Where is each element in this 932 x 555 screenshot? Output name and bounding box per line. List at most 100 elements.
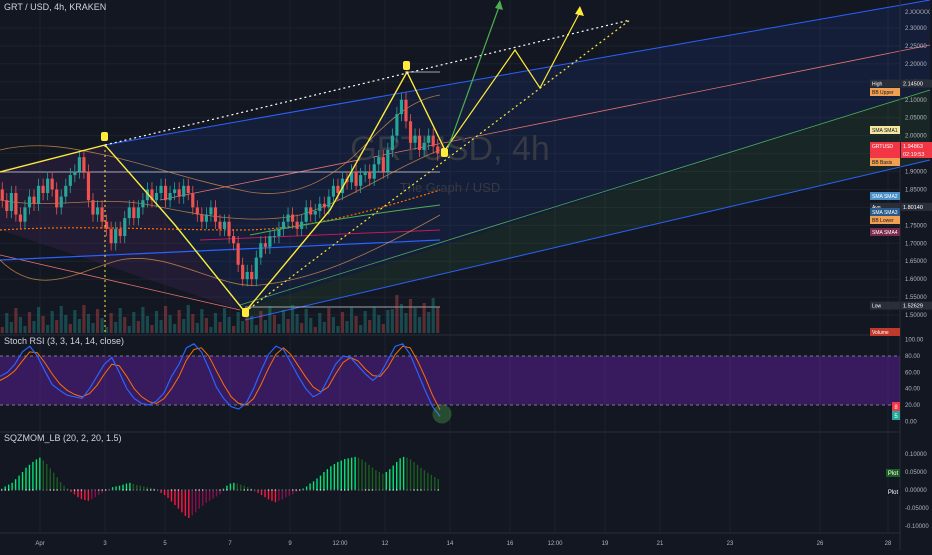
sqzmom-dot — [63, 489, 65, 491]
candle-body — [363, 171, 367, 176]
sqzmom-bar — [115, 486, 117, 490]
time-label: 3 — [103, 541, 107, 547]
sqzmom-bar — [101, 490, 103, 493]
sqzmom-bar — [4, 486, 6, 490]
sqzmom-dot — [153, 489, 155, 491]
sqzmom-dot — [274, 489, 277, 491]
volume-bars — [0, 295, 440, 333]
sqzmom-bar — [87, 490, 90, 501]
candle-body — [241, 264, 245, 280]
sqzmom-dot — [150, 489, 152, 491]
sqzmom-bar — [402, 456, 405, 490]
sqzmom-dot — [260, 489, 263, 491]
candle-body — [9, 193, 13, 211]
channel-left-line — [0, 254, 241, 311]
price-label-grtusd-time-value: 02:19:53 — [903, 152, 924, 158]
sqzmom-bar — [264, 490, 266, 498]
candle-body — [340, 178, 345, 194]
sqzmom-dot — [375, 489, 377, 491]
price-label-volume-text: Volume — [872, 330, 889, 336]
time-axis[interactable]: Apr 3 5 7 9 12:00 12 14 16 12:00 19 21 23 26 28 — [35, 541, 892, 547]
sqzmom-dot — [333, 489, 336, 491]
volume-bar — [209, 327, 213, 333]
sqzmom-bar — [195, 490, 197, 513]
stoch-title[interactable]: Stoch RSI (3, 3, 14, 14, close) — [4, 336, 124, 346]
sqzmom-panel: SQZMOM_LB (20, 2, 20, 1.5) 0.10000 0.0500… — [1, 433, 929, 530]
sqzmom-dot — [434, 489, 436, 491]
candle-body — [413, 135, 417, 143]
sqzmom-dot — [361, 489, 363, 491]
volume-bar — [114, 322, 118, 333]
candle-body — [64, 185, 68, 197]
sqzmom-bar — [111, 487, 114, 490]
sqzmom-dot — [368, 489, 370, 491]
sqzmom-bar — [361, 459, 363, 490]
pivot-marker-4[interactable] — [441, 148, 448, 157]
price-tick: 2.25000 — [905, 44, 927, 50]
sqzmom-dot — [215, 489, 218, 491]
volume-bar — [268, 306, 272, 333]
candle-body — [41, 185, 45, 194]
sqzmom-dot — [344, 489, 346, 491]
volume-bar — [368, 320, 372, 333]
volume-bar — [95, 309, 100, 333]
sqzmom-dot — [7, 489, 10, 491]
sqzmom-dot — [437, 489, 439, 491]
volume-bar — [395, 295, 399, 333]
price-tick: 1.50000 — [905, 313, 927, 319]
volume-bar — [5, 313, 9, 333]
pivot-marker-1[interactable] — [101, 132, 108, 141]
sqzmom-dot — [59, 489, 62, 491]
sqzmom-dot — [309, 489, 311, 491]
pivot-marker-2[interactable] — [242, 308, 249, 317]
sqzmom-bar — [42, 460, 44, 490]
price-label-grtusd-value-box — [901, 142, 932, 150]
sqzmom-tick: -0.10000 — [905, 524, 929, 530]
stoch-d-value: 5 — [894, 414, 898, 420]
candle-body — [349, 171, 354, 183]
sqzmom-dot — [28, 489, 31, 491]
channel-bottom-line — [244, 159, 931, 321]
volume-bar — [418, 317, 422, 333]
candle-body — [159, 185, 163, 194]
sqzmom-title[interactable]: SQZMOM_LB (20, 2, 20, 1.5) — [4, 433, 122, 443]
candle-body — [127, 207, 131, 219]
sqzmom-bar — [53, 472, 55, 490]
sqzmom-bar — [56, 477, 58, 490]
candle-body — [204, 214, 208, 222]
candle-body — [309, 207, 313, 215]
sqzmom-bar — [350, 457, 353, 490]
price-labels: High 2.14500 BB Upper SMA SMA1 GRTUSD 1.94863… — [870, 79, 932, 336]
sqzmom-bar — [181, 490, 183, 513]
sqzmom-dot — [11, 489, 13, 491]
price-tick: 2.05000 — [905, 116, 927, 122]
sqzmom-bar — [226, 485, 228, 490]
volume-bar — [91, 323, 95, 333]
candle-body — [77, 157, 81, 172]
sqzmom-bar — [344, 459, 346, 490]
sqzmom-tick: 0.05000 — [905, 470, 927, 476]
sqzmom-bar — [309, 483, 311, 490]
stoch-highlight-circle — [432, 404, 452, 424]
symbol-title[interactable]: GRT / USD, 4h, KRAKEN — [4, 2, 106, 12]
volume-bar — [232, 326, 236, 333]
volume-bar — [105, 327, 109, 333]
sqzmom-bar — [316, 478, 318, 490]
candle-body — [372, 164, 376, 179]
volume-bar — [86, 314, 91, 333]
sqzmom-dot — [253, 489, 256, 491]
candle-body — [268, 236, 272, 247]
candle-body — [300, 221, 304, 229]
sqzmom-dot — [267, 489, 270, 491]
sqzmom-dot — [219, 489, 221, 491]
sqzmom-bar — [278, 490, 280, 501]
sqzmom-bar — [233, 482, 235, 490]
pivot-marker-3[interactable] — [403, 61, 410, 70]
sqzmom-bar — [247, 487, 249, 490]
sqzmom-dot — [1, 489, 3, 491]
price-label-avg-value: 1.80140 — [903, 205, 923, 211]
sqzmom-dot — [399, 489, 401, 491]
sqzmom-dot — [357, 489, 360, 491]
